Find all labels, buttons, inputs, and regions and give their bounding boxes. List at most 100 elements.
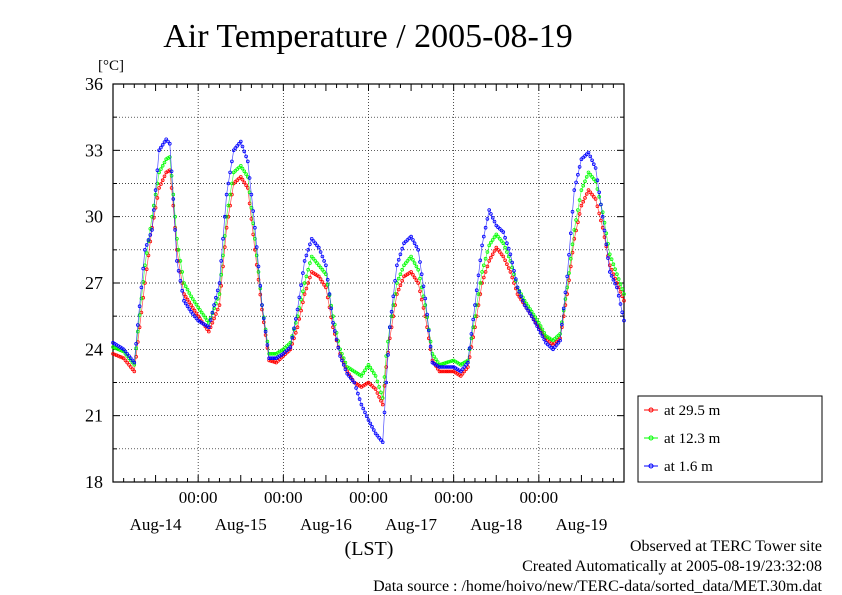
data-point [230,192,234,197]
data-point [311,256,316,261]
data-point [382,410,387,415]
data-point [425,312,429,317]
data-point [489,212,493,216]
data-point [529,314,534,319]
data-point [244,172,248,176]
data-point [588,172,593,177]
data-point [295,307,300,312]
data-point [270,359,275,364]
data-point [489,255,493,260]
data-point [327,292,332,296]
data-point [219,283,224,288]
data-point [217,292,222,296]
data-point [194,316,199,321]
data-point [542,330,546,335]
data-point [297,295,302,300]
data-point [462,365,467,369]
data-point [239,139,243,144]
data-point [316,263,321,268]
data-point [223,245,227,249]
data-point [340,358,344,363]
data-point [570,250,575,255]
data-point [223,214,227,219]
data-point [272,360,277,364]
data-point [121,347,126,352]
data-point [568,231,573,236]
data-point [162,174,167,179]
data-point [343,360,348,365]
data-point [519,294,523,299]
data-point [540,330,545,335]
data-point [536,327,541,332]
x-time-label: 00:00 [349,488,388,507]
data-point [560,322,564,327]
data-point [166,139,170,144]
data-point [583,196,587,200]
data-point [116,347,121,352]
data-point [441,369,445,374]
data-point [448,369,452,374]
data-point [157,170,161,175]
data-point [288,340,293,345]
data-point [152,208,156,212]
data-point [260,303,264,307]
data-point [574,228,578,233]
data-point [494,232,499,237]
data-point [132,369,137,374]
data-point [515,292,520,296]
data-point [426,328,431,333]
data-point [487,208,492,212]
data-point [192,314,197,319]
data-point [253,225,257,230]
data-point [244,183,248,188]
data-point [191,312,195,316]
data-point [421,284,426,289]
data-point [336,345,341,350]
x-day-label: Aug-15 [215,515,267,534]
data-point [299,308,303,313]
data-point [489,240,493,245]
data-point [235,144,240,148]
data-point [301,271,305,275]
data-point [199,310,204,315]
data-point [386,339,390,344]
data-point [212,306,216,311]
data-point [189,309,193,314]
data-point [480,270,484,274]
data-point [325,282,330,287]
data-point [201,313,206,317]
data-point [269,356,273,361]
data-point [164,137,169,142]
data-point [412,241,417,246]
data-point [450,365,454,369]
data-point [458,374,463,378]
data-point [171,197,176,201]
data-point [157,186,161,190]
data-point [375,391,380,395]
data-point [361,406,366,411]
data-point [180,270,185,274]
data-point [586,188,591,192]
data-point [414,278,419,283]
data-point [450,359,454,363]
data-point [395,292,399,296]
data-point [384,380,389,385]
data-point [368,421,373,426]
data-point [380,440,385,445]
y-tick-label: 21 [85,406,103,426]
data-point [293,320,298,325]
data-point [363,368,367,373]
data-point [205,318,209,323]
data-point [448,365,452,369]
data-point [446,360,451,364]
series-line [112,156,625,399]
data-point [418,276,422,281]
x-time-label: 00:00 [264,488,303,507]
y-tick-label: 30 [85,207,103,227]
data-point [393,303,397,307]
data-point [591,195,596,199]
data-point [207,325,211,330]
data-point [602,235,607,239]
data-point [515,285,520,290]
data-point [490,238,495,242]
